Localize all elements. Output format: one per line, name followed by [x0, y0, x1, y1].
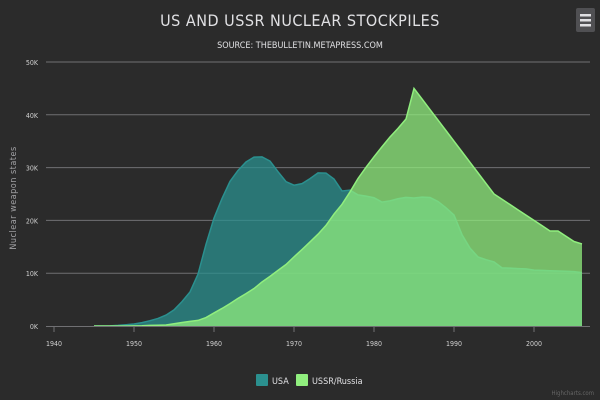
- y-tick-label: 30K: [26, 165, 39, 173]
- x-tick-label: 1960: [206, 340, 222, 348]
- legend-label-ussr[interactable]: USSR/Russia: [312, 377, 363, 387]
- y-tick-label: 50K: [26, 59, 39, 67]
- legend-swatch-usa[interactable]: [256, 374, 268, 386]
- x-tick-label: 1990: [446, 340, 462, 348]
- series-areas: [93, 86, 583, 327]
- legend-label-usa[interactable]: USA: [272, 377, 289, 387]
- x-tick-label: 1980: [366, 340, 382, 348]
- chart-subtitle: SOURCE: THEBULLETIN.METAPRESS.COM: [217, 41, 383, 51]
- x-tick-label: 2000: [526, 340, 542, 348]
- axes: 1940 1950 1960 1970 1980 1990 2000: [46, 326, 590, 348]
- hamburger-menu-icon[interactable]: [580, 14, 591, 27]
- chart-title: US AND USSR NUCLEAR STOCKPILES: [160, 11, 440, 30]
- series-area-ussr[interactable]: [94, 88, 582, 327]
- legend-item-ussr[interactable]: USSR/Russia: [296, 374, 363, 387]
- legend-item-usa[interactable]: USA: [256, 374, 289, 387]
- y-tick-label: 10K: [26, 270, 39, 278]
- y-tick-label: 0K: [30, 323, 39, 331]
- legend-swatch-ussr[interactable]: [296, 374, 308, 386]
- x-tick-label: 1940: [46, 340, 62, 348]
- legend: USA USSR/Russia: [256, 374, 363, 387]
- y-tick-label: 40K: [26, 112, 39, 120]
- y-tick-label: 20K: [26, 217, 39, 225]
- series-line-ussr[interactable]: [94, 86, 583, 327]
- context-menu-button[interactable]: [576, 8, 595, 32]
- x-tick-label: 1970: [286, 340, 302, 348]
- credits-text[interactable]: Highcharts.com: [552, 390, 595, 397]
- y-axis-title: Nuclear weapon states: [9, 146, 19, 249]
- x-tick-label: 1950: [126, 340, 142, 348]
